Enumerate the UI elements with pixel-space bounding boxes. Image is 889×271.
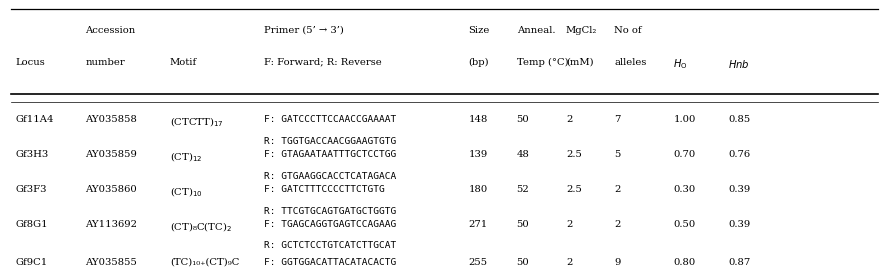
Text: 2: 2 [614,185,621,194]
Text: F: GATCCCTTCCAACCGAAAAT: F: GATCCCTTCCAACCGAAAAT [264,115,396,124]
Text: (CTCTT)$_{17}$: (CTCTT)$_{17}$ [170,115,223,129]
Text: 9: 9 [614,257,621,267]
Text: Gf3H3: Gf3H3 [15,150,48,159]
Text: 0.87: 0.87 [728,257,750,267]
Text: $\it{H}$$_\mathrm{O}$: $\it{H}$$_\mathrm{O}$ [673,58,688,72]
Text: Accession: Accession [85,25,136,34]
Text: (TC)₁₀₊(CT)₉C: (TC)₁₀₊(CT)₉C [170,257,239,267]
Text: Motif: Motif [170,58,197,67]
Text: 180: 180 [469,185,487,194]
Text: F: GTAGAATAATTTGCTCCTGG: F: GTAGAATAATTTGCTCCTGG [264,150,396,159]
Text: (CT)₈C(TC)$_{2}$: (CT)₈C(TC)$_{2}$ [170,220,232,234]
Text: Locus: Locus [15,58,44,67]
Text: (CT)$_{12}$: (CT)$_{12}$ [170,150,203,164]
Text: 50: 50 [517,115,530,124]
Text: AY035855: AY035855 [85,257,137,267]
Text: 0.80: 0.80 [673,257,695,267]
Text: $\it{Hnb}$: $\it{Hnb}$ [728,58,749,70]
Text: Gf3F3: Gf3F3 [15,185,46,194]
Text: 0.70: 0.70 [673,150,695,159]
Text: AY035858: AY035858 [85,115,137,124]
Text: (CT)$_{10}$: (CT)$_{10}$ [170,185,203,199]
Text: 139: 139 [469,150,487,159]
Text: AY113692: AY113692 [85,220,138,229]
Text: Primer (5’ → 3’): Primer (5’ → 3’) [264,25,344,34]
Text: 148: 148 [469,115,488,124]
Text: 50: 50 [517,257,530,267]
Text: 0.30: 0.30 [673,185,695,194]
Text: number: number [85,58,125,67]
Text: R: GCTCTCCTGTCATCTTGCAT: R: GCTCTCCTGTCATCTTGCAT [264,241,396,250]
Text: F: GGTGGACATTACATACACTG: F: GGTGGACATTACATACACTG [264,257,396,267]
Text: Temp (°C): Temp (°C) [517,58,568,67]
Text: (mM): (mM) [566,58,594,67]
Text: 0.39: 0.39 [728,220,750,229]
Text: Gf11A4: Gf11A4 [15,115,53,124]
Text: 2: 2 [566,115,573,124]
Text: Gf8G1: Gf8G1 [15,220,48,229]
Text: 2: 2 [566,220,573,229]
Text: Gf9C1: Gf9C1 [15,257,47,267]
Text: 2.5: 2.5 [566,185,581,194]
Text: (bp): (bp) [469,58,489,67]
Text: AY035860: AY035860 [85,185,137,194]
Text: 2.5: 2.5 [566,150,581,159]
Text: 0.50: 0.50 [673,220,695,229]
Text: 0.76: 0.76 [728,150,750,159]
Text: R: TGGTGACCAACGGAAGTGTG: R: TGGTGACCAACGGAAGTGTG [264,137,396,146]
Text: MgCl₂: MgCl₂ [566,25,597,34]
Text: 2: 2 [614,220,621,229]
Text: 271: 271 [469,220,487,229]
Text: R: TTCGTGCAGTGATGCTGGTG: R: TTCGTGCAGTGATGCTGGTG [264,207,396,216]
Text: 50: 50 [517,220,530,229]
Text: AY035859: AY035859 [85,150,137,159]
Text: 0.39: 0.39 [728,185,750,194]
Text: 52: 52 [517,185,530,194]
Text: No of: No of [614,25,642,34]
Text: Anneal.: Anneal. [517,25,555,34]
Text: Size: Size [469,25,490,34]
Text: alleles: alleles [614,58,646,67]
Text: F: TGAGCAGGTGAGTCCAGAAG: F: TGAGCAGGTGAGTCCAGAAG [264,220,396,229]
Text: F: Forward; R: Reverse: F: Forward; R: Reverse [264,58,382,67]
Text: 2: 2 [566,257,573,267]
Text: 48: 48 [517,150,530,159]
Text: 5: 5 [614,150,621,159]
Text: 0.85: 0.85 [728,115,750,124]
Text: 1.00: 1.00 [673,115,696,124]
Text: F: GATCTTTCCCCTTCTGTG: F: GATCTTTCCCCTTCTGTG [264,185,385,194]
Text: 255: 255 [469,257,487,267]
Text: R: GTGAAGGCACCTCATAGACA: R: GTGAAGGCACCTCATAGACA [264,172,396,181]
Text: 7: 7 [614,115,621,124]
